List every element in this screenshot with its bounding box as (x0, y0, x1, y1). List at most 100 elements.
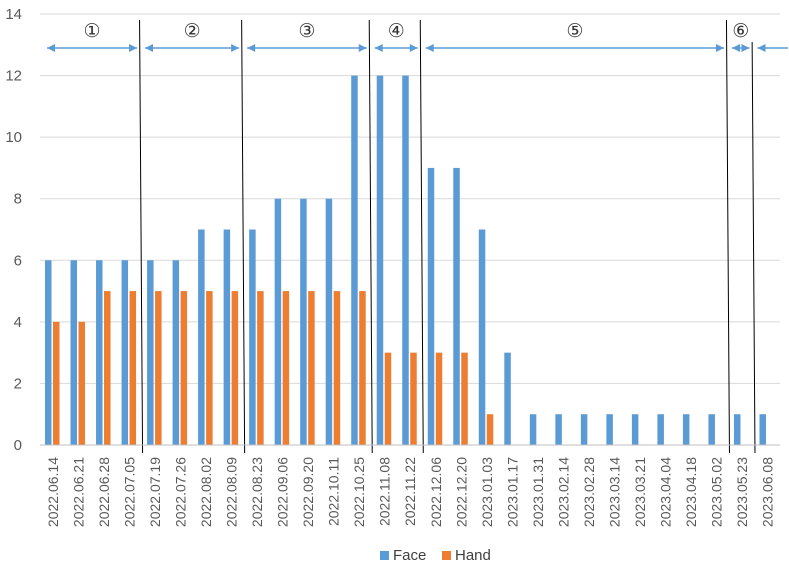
bar-hand (180, 291, 188, 445)
arrow-head (145, 44, 154, 52)
bar-face (198, 229, 205, 445)
bar-face (172, 260, 180, 445)
bar-face (657, 414, 664, 445)
y-axis: 0 2 4 6 8 10 12 14 (5, 6, 22, 454)
bar-face (376, 75, 384, 446)
y-tick-label: 10 (5, 129, 22, 146)
x-tick-label: 2022.09.06 (275, 457, 291, 527)
bar-face (759, 414, 766, 445)
y-tick-label: 8 (14, 191, 22, 208)
arrow-head (425, 44, 434, 52)
phase-divider (725, 19, 730, 454)
x-tick-label: 2022.09.20 (300, 457, 316, 527)
bar-face (504, 352, 511, 445)
x-tick-label: 2022.06.14 (45, 457, 61, 527)
bar-hand (435, 352, 443, 445)
legend-label-face: Face (393, 547, 426, 564)
x-tick-label: 2023.01.31 (530, 457, 546, 527)
phase-divider (751, 19, 756, 454)
bar-face (708, 414, 715, 445)
phase-arrow: ⑤ (425, 16, 724, 52)
bar-hand (384, 352, 392, 445)
bar-hand (129, 291, 137, 445)
legend-swatch-face (380, 551, 389, 560)
x-tick-label: 2022.08.09 (224, 457, 240, 527)
legend-swatch-hand (442, 551, 451, 560)
phase-label-bg (561, 16, 588, 42)
bar-face (351, 75, 358, 446)
bar-face (274, 198, 282, 445)
x-tick-label: 2022.06.28 (96, 457, 112, 527)
phase-arrow (757, 44, 788, 52)
phase-label: ② (184, 21, 201, 42)
bar-hand (257, 291, 264, 445)
phase-arrow: ③ (247, 16, 367, 52)
phase-divider (139, 19, 144, 454)
bar-hand (206, 291, 213, 445)
bar-hand (53, 321, 60, 445)
x-tick-label: 2023.03.21 (632, 457, 648, 527)
x-tick-label: 2022.06.21 (71, 457, 87, 527)
bar-hand (282, 291, 290, 445)
phase-divider (241, 19, 246, 454)
x-tick-label: 2023.04.04 (657, 457, 673, 527)
bar-face (249, 229, 256, 445)
y-tick-label: 12 (5, 68, 22, 85)
x-tick-label: 2022.10.11 (326, 457, 342, 526)
x-tick-label: 2023.01.03 (479, 457, 495, 527)
bar-hand (410, 352, 417, 445)
bar-hand (333, 291, 341, 445)
x-tick-label: 2023.05.23 (734, 457, 750, 527)
bars (45, 75, 766, 446)
phase-label-bg (179, 16, 206, 42)
x-tick-label: 2023.05.02 (708, 457, 724, 527)
x-tick-label: 2022.12.06 (428, 457, 444, 527)
phase-arrow: ② (145, 16, 240, 52)
phase-divider (368, 19, 373, 454)
bar-face (223, 229, 231, 445)
x-tick-label: 2022.08.02 (198, 457, 214, 527)
y-tick-label: 4 (14, 314, 22, 331)
legend-label-hand: Hand (455, 547, 491, 564)
phase-label: ① (84, 21, 101, 42)
bar-face (555, 414, 562, 445)
x-tick-label: 2022.11.08 (377, 457, 393, 526)
bar-face (606, 414, 613, 445)
arrow-head (358, 44, 367, 52)
bar-face (682, 414, 690, 445)
bar-hand (359, 291, 366, 445)
phase-label-bg (727, 16, 754, 42)
x-tick-label: 2023.01.17 (504, 457, 520, 527)
x-tick-label: 2022.10.25 (351, 457, 367, 527)
arrow-head (47, 44, 55, 52)
legend: Face Hand (380, 547, 491, 564)
phase-label: ④ (388, 21, 405, 42)
x-tick-label: 2023.03.14 (606, 457, 622, 527)
y-tick-label: 14 (5, 6, 22, 23)
phase-arrow: ① (47, 16, 138, 52)
arrow-head (247, 44, 256, 52)
bar-face (70, 260, 78, 445)
bar-face (453, 167, 460, 445)
arrow-head (374, 44, 383, 52)
x-tick-label: 2022.07.19 (147, 457, 163, 527)
x-axis: 2022.06.14 2022.06.21 2022.06.28 2022.07.05… (40, 444, 780, 527)
bar-face (96, 260, 103, 445)
arrow-head (129, 44, 138, 52)
phase-label-bg (293, 16, 320, 42)
bar-face (147, 260, 154, 445)
phase-divider (419, 19, 424, 454)
x-tick-label: 2023.06.08 (759, 457, 775, 527)
y-tick-label: 2 (14, 375, 22, 392)
bar-hand (78, 321, 86, 445)
x-tick-label: 2023.02.28 (581, 457, 597, 527)
phase-arrow: ④ (374, 16, 418, 52)
arrow-head (409, 44, 418, 52)
gridlines (40, 13, 780, 384)
bar-hand (104, 291, 111, 445)
x-tick-label: 2022.08.23 (249, 457, 265, 527)
bar-hand (308, 291, 315, 445)
bar-face (631, 414, 639, 445)
bar-face (733, 414, 741, 445)
